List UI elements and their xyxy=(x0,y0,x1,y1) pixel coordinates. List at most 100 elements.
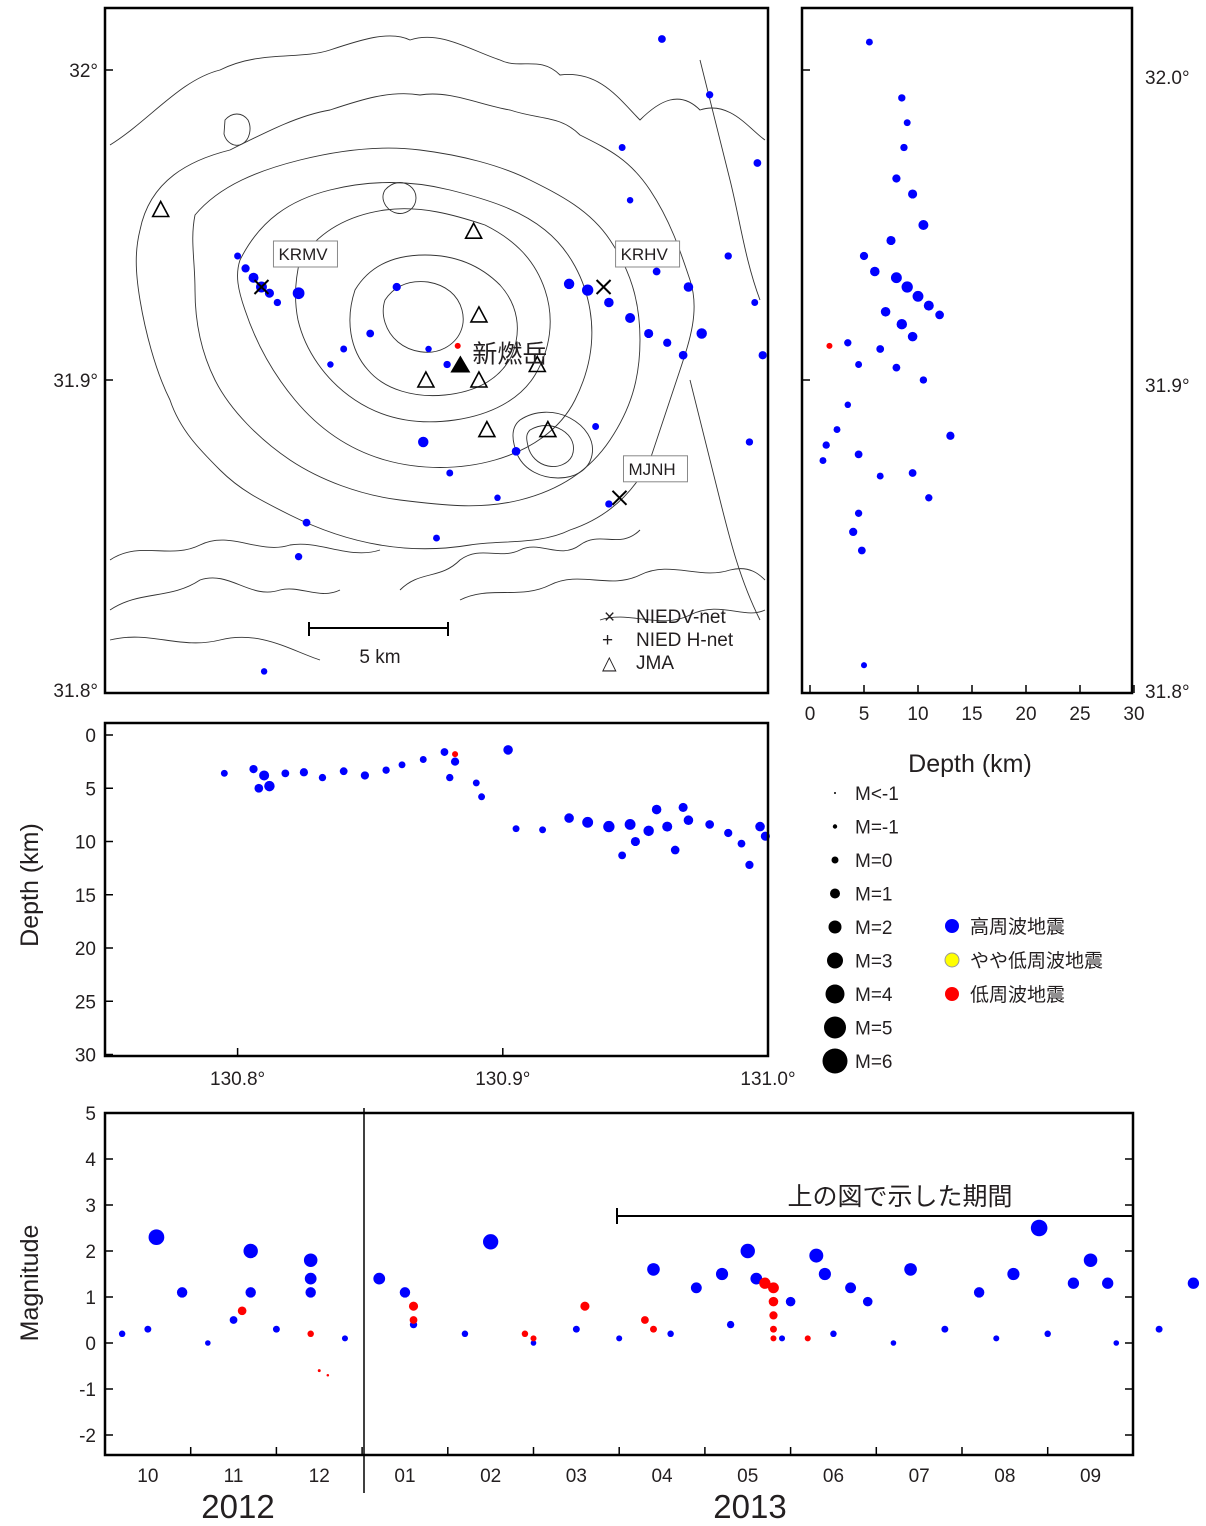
map-quake-point xyxy=(302,518,311,527)
jma-triangle-icon xyxy=(416,370,436,388)
map-quake-point xyxy=(625,313,636,323)
legend-size-label: M=3 xyxy=(855,952,893,973)
depth-lat-quake-point xyxy=(857,546,866,555)
magnitude-point xyxy=(1113,1340,1120,1346)
station-cross-icon xyxy=(595,279,612,295)
magnitude-point xyxy=(973,1287,985,1298)
depth-lat-quake-point xyxy=(849,527,858,537)
depth-lon-quake-point xyxy=(705,820,714,829)
map-quake-point xyxy=(392,282,401,292)
depth-lat-xlabel: Depth (km) xyxy=(908,750,1032,778)
magnitude-point xyxy=(904,1263,917,1276)
magnitude-point xyxy=(409,1316,418,1324)
magnitude-point xyxy=(1187,1277,1200,1289)
depth-lat-quake-point xyxy=(898,94,906,102)
map-quake-point xyxy=(454,342,461,349)
magnitude-ytick-label: 4 xyxy=(85,1150,96,1171)
map-quake-point xyxy=(745,438,754,446)
magnitude-point xyxy=(809,1248,824,1263)
magnitude-point xyxy=(647,1263,660,1276)
depth-lon-quake-point xyxy=(450,757,460,766)
legend-size-label: M=1 xyxy=(855,885,893,906)
map-quake-point xyxy=(678,350,688,360)
depth-lon-quake-point xyxy=(249,764,258,774)
legend-symbol-cross: × xyxy=(604,607,615,628)
depth-lon-quake-point xyxy=(452,751,459,758)
depth-lat-tick-31.8: 31.8° xyxy=(1145,682,1190,703)
depth-lon-quake-point xyxy=(512,825,520,833)
magnitude-point xyxy=(941,1325,949,1333)
month-tick-label: 12 xyxy=(309,1466,330,1487)
depth-lon-quake-point xyxy=(259,770,270,781)
legend-size-dot xyxy=(824,1016,846,1039)
magnitude-point xyxy=(483,1234,499,1250)
magnitude-point xyxy=(461,1330,469,1338)
depth-lon-quake-point xyxy=(264,780,275,792)
map-quake-point xyxy=(234,252,242,260)
magnitude-point xyxy=(993,1335,1000,1342)
depth-lon-quake-point xyxy=(503,745,513,755)
magnitude-point xyxy=(148,1229,165,1246)
legend-jma: JMA xyxy=(636,653,674,674)
depth-lon-ticks: 0 5 10 15 20 25 30 130.8° 130.9° 131.0° Depth (k… xyxy=(16,726,796,1090)
magnitude-ytick-label: -2 xyxy=(79,1426,96,1447)
legend-size-label: M=4 xyxy=(855,985,893,1006)
magnitude-point xyxy=(818,1267,831,1281)
magnitude-point xyxy=(1044,1330,1051,1338)
month-tick-label: 08 xyxy=(994,1466,1015,1487)
legend-size-label: M=-1 xyxy=(855,818,899,839)
legend-type-label: やや低周波地震 xyxy=(970,950,1103,972)
magnitude-point xyxy=(1083,1253,1098,1267)
magnitude-point xyxy=(785,1296,796,1307)
magnitude-point xyxy=(243,1243,258,1259)
depth-lon-ytick-label: 25 xyxy=(75,992,96,1013)
depth-lon-quake-point xyxy=(564,813,574,823)
magnitude-point xyxy=(862,1296,873,1307)
depth-lon-ytick-label: 10 xyxy=(75,833,96,854)
depth-lat-quake-point xyxy=(925,494,933,502)
legend-symbol-triangle: △ xyxy=(602,653,617,674)
station-label: KRHV xyxy=(621,245,669,264)
depth-lat-ticks: 32.0° 31.9° 31.8° 0 5 10 15 20 25 30 Depth (km… xyxy=(802,68,1190,778)
depth-lon-quake-point xyxy=(651,804,662,815)
map-quake-point xyxy=(366,329,375,338)
month-tick-label: 09 xyxy=(1080,1466,1101,1487)
magnitude-point xyxy=(341,1335,348,1342)
depth-lat-quake-point xyxy=(819,457,827,465)
depth-lon-quake-point xyxy=(419,756,427,763)
depth-lat-quake-point xyxy=(826,342,833,349)
station-label-box xyxy=(615,240,681,268)
depth-lon-quake-point xyxy=(382,766,390,774)
map-quake-point xyxy=(753,159,762,167)
depth-lon-quake-point xyxy=(678,802,688,812)
map-quake-point xyxy=(273,298,282,307)
map-quake-point xyxy=(241,264,250,273)
legend-size-dot xyxy=(822,1048,848,1074)
magnitude-point xyxy=(303,1253,318,1267)
map-quake-point xyxy=(563,278,575,290)
depth-lat-tick-31.9: 31.9° xyxy=(1145,376,1190,397)
depth-lon-quake-point xyxy=(662,821,673,832)
map-quake-point xyxy=(751,299,759,306)
summit-label: 新燃岳 xyxy=(472,341,547,369)
depth-lat-quake-point xyxy=(907,331,918,342)
magnitude-point xyxy=(667,1330,674,1338)
depth-lat-xtick-label: 10 xyxy=(907,704,928,725)
magnitude-point xyxy=(890,1340,897,1346)
map-quake-point xyxy=(618,144,626,151)
depth-lon-quake-point xyxy=(582,816,594,828)
depth-lat-quake-point xyxy=(919,376,928,384)
magnitude-point xyxy=(237,1306,247,1316)
depth-lon-xtick-label: 131.0° xyxy=(740,1069,795,1090)
magnitude-point xyxy=(845,1282,857,1294)
magnitude-point xyxy=(715,1267,729,1281)
jma-triangle-icon xyxy=(538,419,558,438)
map-lat-tick-32: 32° xyxy=(69,61,98,82)
summit-triangle-icon xyxy=(450,355,471,373)
magnitude-point xyxy=(530,1340,537,1346)
depth-lon-quake-point xyxy=(281,769,290,778)
map-quake-point xyxy=(758,351,767,360)
map-quake-point xyxy=(494,494,501,502)
map-quake-point xyxy=(663,338,672,347)
station-label-box xyxy=(622,455,688,483)
